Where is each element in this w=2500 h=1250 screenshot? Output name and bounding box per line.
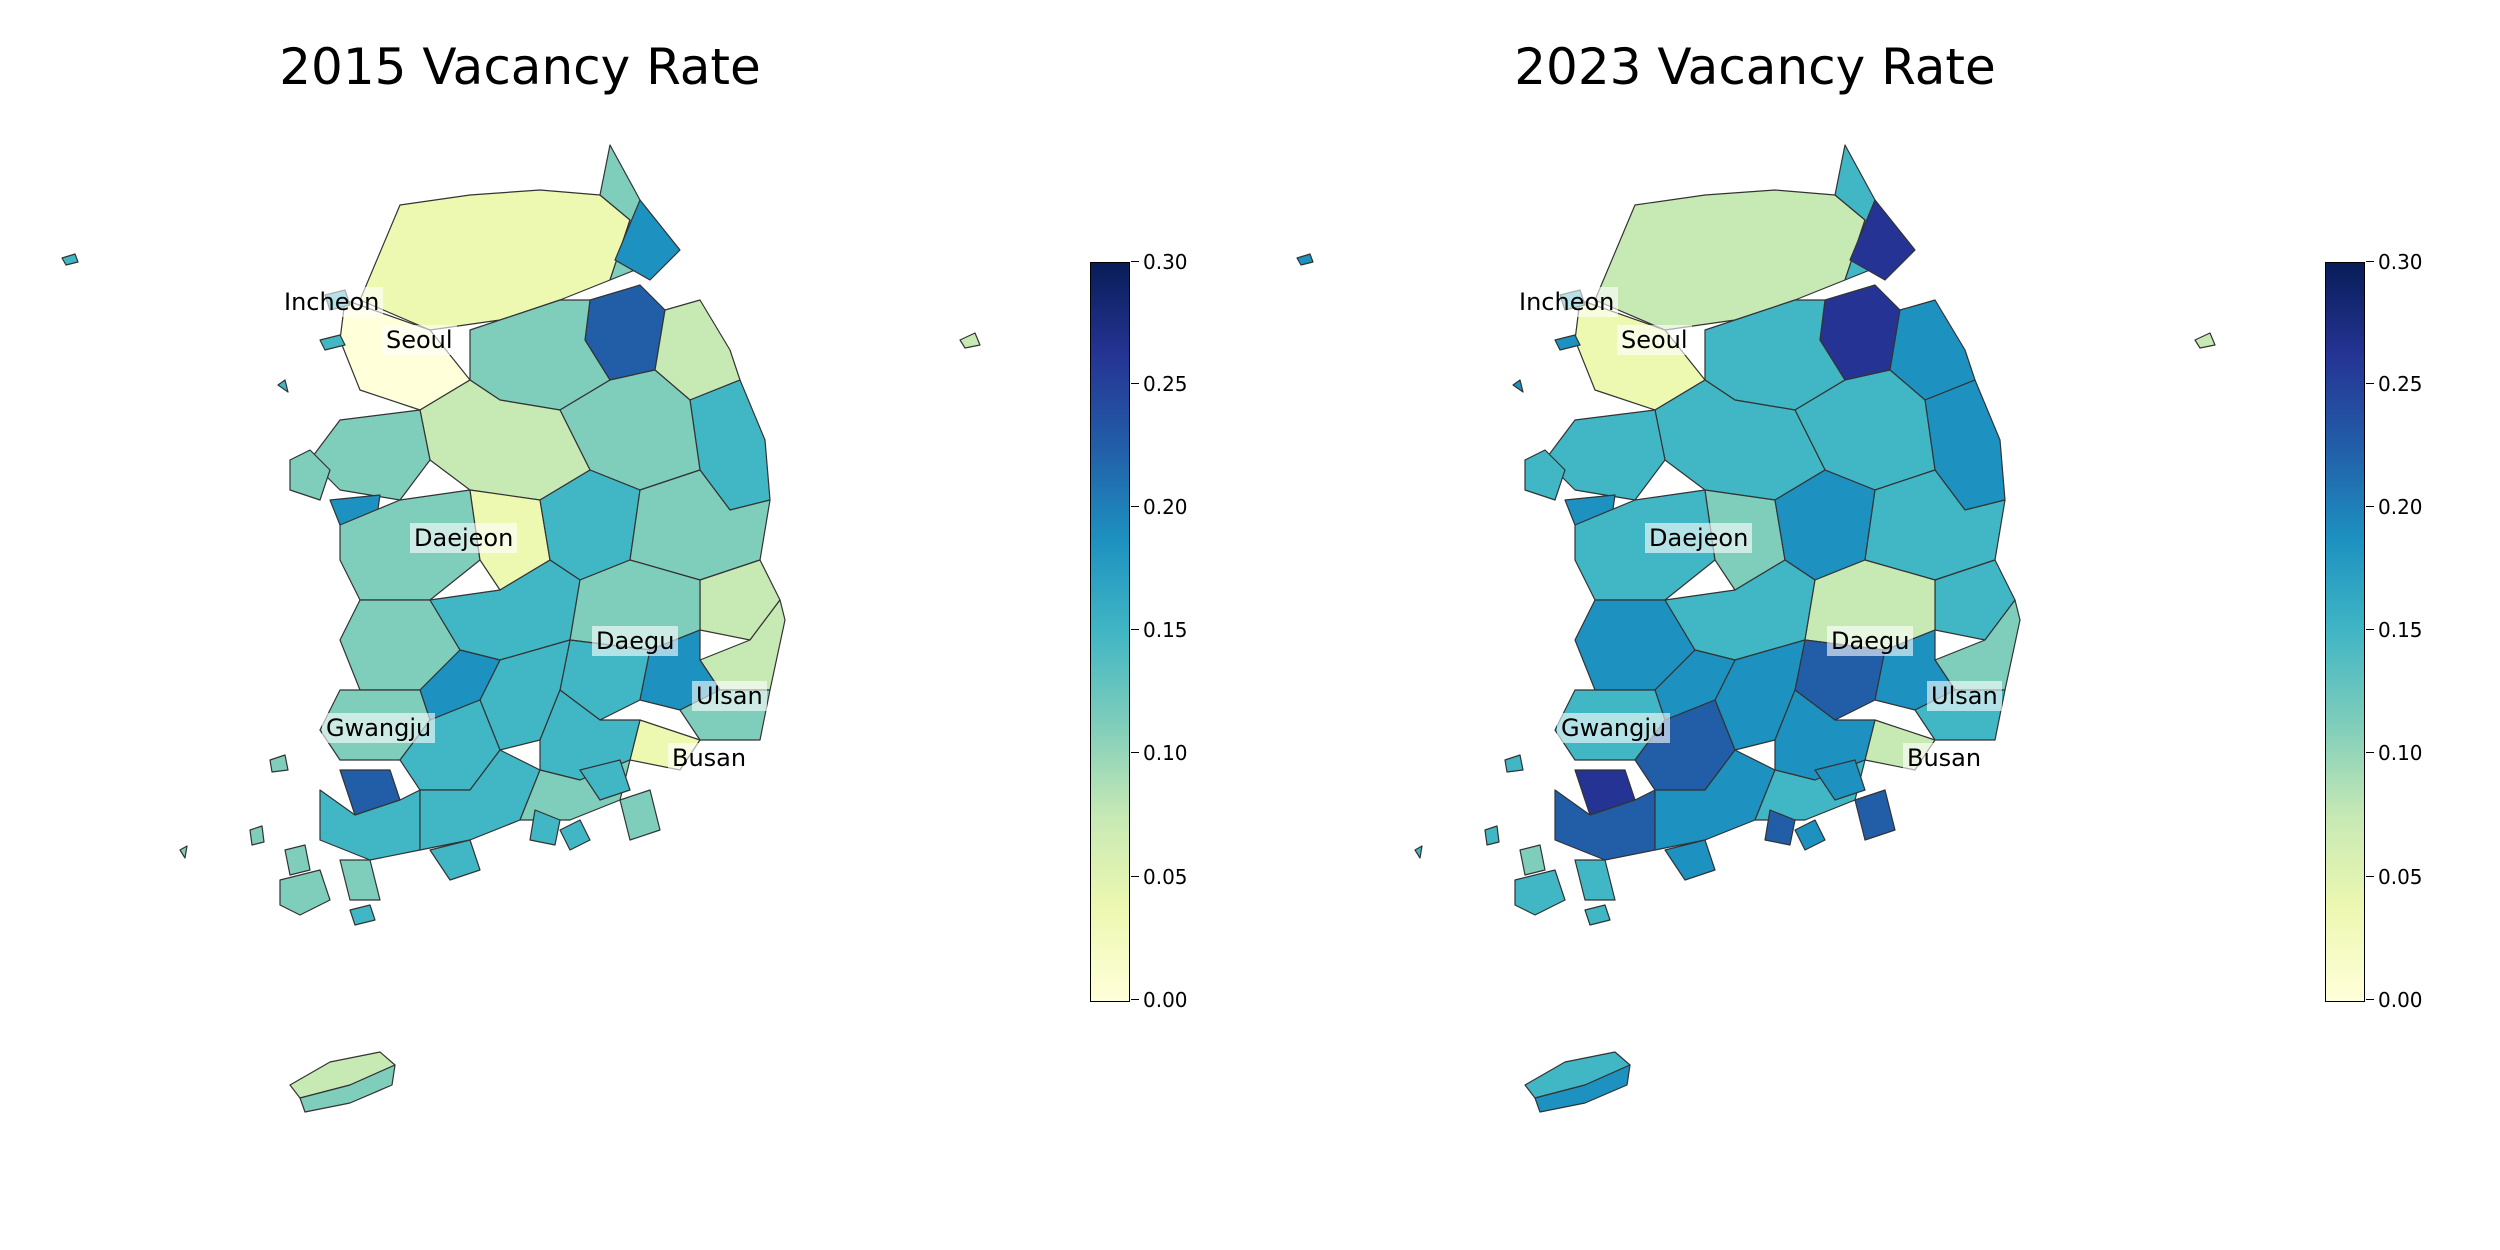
city-label-incheon: Incheon: [1515, 287, 1619, 317]
colorbar-tick: 0.00: [2366, 990, 2423, 1010]
colorbar: [1090, 262, 1130, 1002]
island: [1519, 844, 1546, 876]
panel-title: 2023 Vacancy Rate: [1514, 38, 1996, 96]
island: [269, 754, 289, 773]
island: [249, 825, 265, 846]
island: [1584, 904, 1611, 926]
region: [1574, 859, 1616, 901]
colorbar-tick: 0.25: [1131, 374, 1188, 394]
island: [1794, 819, 1826, 851]
colorbar-tick: 0.15: [1131, 620, 1188, 640]
panel-title: 2015 Vacancy Rate: [279, 38, 761, 96]
island: [61, 253, 79, 266]
region: [309, 409, 431, 501]
colorbar-tick: 0.20: [2366, 497, 2423, 517]
colorbar-tick: 0.10: [2366, 743, 2423, 763]
region: [1764, 809, 1796, 846]
colorbar-tick: 0.30: [1131, 252, 1188, 272]
colorbar-tick: 0.30: [2366, 252, 2423, 272]
region: [429, 839, 481, 881]
city-label-gwangju: Gwangju: [1557, 713, 1671, 743]
colorbar-tick: 0.10: [1131, 743, 1188, 763]
jeju-south: [299, 1064, 396, 1113]
city-label-daegu: Daegu: [1827, 626, 1914, 656]
island: [1414, 845, 1423, 859]
island: [2194, 332, 2216, 349]
island: [959, 332, 981, 349]
city-label-busan: Busan: [1903, 743, 1986, 773]
region: [1814, 759, 1866, 801]
jeju-south: [1534, 1064, 1631, 1113]
colorbar-tick: 0.15: [2366, 620, 2423, 640]
island: [1512, 379, 1524, 393]
island: [1484, 825, 1500, 846]
city-label-ulsan: Ulsan: [692, 681, 767, 711]
island: [1524, 449, 1566, 501]
city-label-daegu: Daegu: [592, 626, 679, 656]
colorbar: [2325, 262, 2365, 1002]
city-label-ulsan: Ulsan: [1927, 681, 2002, 711]
korea-choropleth-map: [61, 144, 981, 1113]
island: [1504, 754, 1524, 773]
island: [319, 334, 346, 351]
region: [529, 809, 561, 846]
island: [1296, 253, 1314, 266]
region: [1544, 409, 1666, 501]
island: [277, 379, 289, 393]
island: [349, 904, 376, 926]
city-label-daejeon: Daejeon: [410, 523, 518, 553]
colorbar-tick: 0.20: [1131, 497, 1188, 517]
region: [579, 759, 631, 801]
island: [289, 449, 331, 501]
region: [1664, 839, 1716, 881]
island: [1854, 789, 1896, 841]
city-label-daejeon: Daejeon: [1645, 523, 1753, 553]
island: [284, 844, 311, 876]
korea-choropleth-map: [1296, 144, 2216, 1113]
region: [1849, 199, 1916, 281]
island: [279, 869, 331, 916]
island: [1554, 334, 1581, 351]
colorbar-tick: 0.05: [2366, 867, 2423, 887]
colorbar-tick: 0.25: [2366, 374, 2423, 394]
city-label-seoul: Seoul: [1617, 325, 1692, 355]
colorbar-tick: 0.05: [1131, 867, 1188, 887]
panel-2015: 2015 Vacancy Rate: [61, 38, 1188, 1113]
island: [1514, 869, 1566, 916]
city-label-seoul: Seoul: [382, 325, 457, 355]
city-label-gwangju: Gwangju: [322, 713, 436, 743]
island: [179, 845, 188, 859]
city-label-busan: Busan: [668, 743, 751, 773]
island: [619, 789, 661, 841]
panel-2023: 2023 Vacancy Rate: [1235, 0, 2485, 1250]
colorbar-tick: 0.00: [1131, 990, 1188, 1010]
region: [614, 199, 681, 281]
region: [339, 859, 381, 901]
city-label-incheon: Incheon: [280, 287, 384, 317]
island: [559, 819, 591, 851]
